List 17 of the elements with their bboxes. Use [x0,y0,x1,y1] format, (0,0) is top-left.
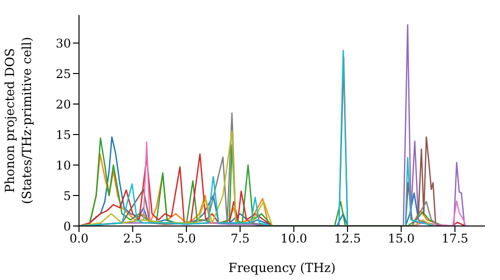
y-tick-label: 0 [63,219,71,234]
x-tick-label: 15.0 [388,232,415,246]
x-axis-title: Frequency (THz) [228,260,336,275]
y-tick-label: 25 [56,66,71,81]
y-tick-label: 15 [56,128,71,142]
x-tick-label: 17.5 [442,232,468,246]
x-tick-label: 10.0 [280,232,308,246]
y-tick-label: 5 [63,188,71,203]
x-tick-label: 7.5 [230,232,250,246]
y-axis-title: Phonon projected DOS (States/THz·primitive cell) [2,36,34,204]
x-tick-label: 12.5 [334,232,361,246]
x-tick-label: 0.0 [69,232,89,246]
y-tick-label: 30 [56,36,71,50]
x-tick-label: 2.5 [123,232,142,246]
y-tick-label: 20 [56,97,71,112]
x-tick-label: 5.0 [176,232,196,246]
y-tick-label: 10 [56,158,71,172]
